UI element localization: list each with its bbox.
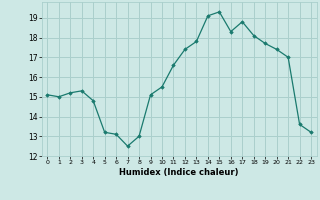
X-axis label: Humidex (Indice chaleur): Humidex (Indice chaleur) — [119, 168, 239, 177]
